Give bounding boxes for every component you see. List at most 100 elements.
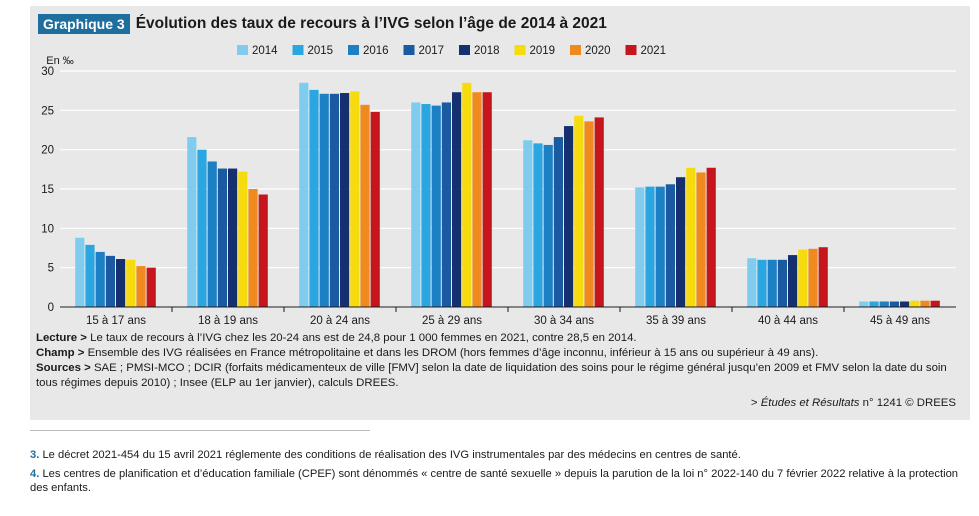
bar — [350, 91, 360, 307]
bar — [645, 186, 655, 307]
bars — [75, 82, 940, 308]
bar — [95, 251, 105, 307]
legend-label: 2016 — [363, 45, 389, 57]
legend-label: 2019 — [530, 45, 556, 57]
bar — [920, 300, 930, 307]
note-champ: Champ > Ensemble des IVG réalisées en Fr… — [36, 347, 819, 359]
bar — [564, 126, 574, 307]
bar — [788, 255, 798, 307]
bar — [930, 300, 940, 307]
bar — [635, 187, 645, 307]
x-tick-label: 20 à 24 ans — [310, 315, 370, 327]
bar — [584, 121, 594, 307]
bar — [553, 137, 563, 307]
bar — [574, 115, 584, 307]
bar — [706, 167, 716, 307]
bar — [187, 137, 197, 307]
bar — [900, 301, 910, 307]
legend: 2014 2015 2016 2017 2018 2019 2020 2021 — [237, 45, 666, 57]
y-tick-label: 20 — [41, 145, 54, 157]
y-axis-label: En ‰ — [46, 55, 74, 67]
bar — [777, 259, 787, 307]
note-lecture: Lecture > Le taux de recours à l’IVG che… — [36, 332, 637, 344]
bar — [665, 184, 675, 307]
bar — [309, 89, 319, 307]
x-tick-label: 15 à 17 ans — [86, 315, 146, 327]
bar — [319, 93, 329, 308]
legend-label: 2017 — [419, 45, 445, 57]
bar — [360, 104, 370, 308]
bar — [747, 258, 757, 307]
x-tick-label: 18 à 19 ans — [198, 315, 258, 327]
bar — [105, 255, 115, 307]
bar — [217, 168, 227, 307]
bar — [482, 92, 492, 308]
y-tick-label: 25 — [41, 105, 54, 117]
legend-swatch — [570, 45, 581, 55]
bar — [370, 111, 380, 307]
bar — [533, 143, 543, 307]
bar — [523, 140, 533, 307]
bar — [543, 144, 553, 307]
x-tick-label: 35 à 39 ans — [646, 315, 706, 327]
legend-swatch — [625, 45, 637, 55]
bar — [757, 259, 767, 307]
legend-swatch — [237, 45, 248, 55]
bar — [207, 161, 217, 307]
bar — [421, 104, 431, 307]
bar — [879, 301, 889, 307]
bar — [696, 172, 706, 307]
bar — [441, 102, 451, 307]
legend-swatch — [348, 45, 359, 55]
chart-title: Évolution des taux de recours à l’IVG se… — [135, 15, 607, 32]
bar — [258, 194, 268, 307]
figure-badge: Graphique 3 — [38, 14, 130, 34]
bar — [869, 301, 879, 307]
footnote-separator — [30, 430, 370, 431]
bar — [594, 117, 604, 307]
bar — [136, 266, 146, 307]
bar — [767, 259, 777, 307]
bar — [299, 82, 309, 307]
chart-panel: Graphique 3 Évolution des taux de recour… — [30, 6, 970, 420]
bar — [910, 300, 920, 307]
legend-label: 2020 — [585, 45, 611, 57]
chart-header: Graphique 3 Évolution des taux de recour… — [38, 14, 607, 34]
bar — [248, 189, 258, 307]
note-sources: Sources > SAE ; PMSI-MCO ; DCIR (forfait… — [36, 362, 947, 389]
bar — [228, 168, 238, 307]
legend-swatch — [459, 45, 470, 55]
legend-swatch — [514, 45, 526, 55]
bar — [329, 93, 339, 308]
bar — [472, 92, 482, 308]
bar — [340, 93, 350, 307]
footnote-3: 3. Le décret 2021-454 du 15 avril 2021 r… — [30, 449, 741, 461]
legend-label: 2018 — [474, 45, 500, 57]
legend-label: 2021 — [641, 45, 667, 57]
legend-label: 2014 — [252, 45, 278, 57]
bar — [411, 102, 421, 307]
x-axis: 15 à 17 ans 18 à 19 ans 20 à 24 ans 25 à 29… — [60, 306, 956, 327]
footnotes: 3. Le décret 2021-454 du 15 avril 2021 r… — [30, 448, 975, 500]
bar — [238, 171, 248, 307]
footnote-4: 4. Les centres de planification et d’édu… — [30, 468, 959, 494]
bar — [818, 247, 828, 307]
x-tick-label: 45 à 49 ans — [870, 315, 930, 327]
bar — [676, 177, 686, 307]
y-tick-label: 0 — [48, 302, 54, 314]
bar — [808, 248, 818, 307]
x-tick-label: 30 à 34 ans — [534, 315, 594, 327]
bar — [686, 167, 696, 307]
y-tick-label: 15 — [41, 184, 54, 196]
bar — [75, 237, 85, 307]
chart-notes: Lecture > Le taux de recours à l’IVG che… — [36, 331, 961, 391]
bar — [116, 259, 126, 307]
bar — [452, 92, 462, 308]
legend-swatch — [292, 45, 304, 55]
source-credit: > Études et Résultats n° 1241 © DREES — [750, 397, 956, 409]
y-tick-label: 5 — [48, 263, 54, 275]
x-tick-label: 25 à 29 ans — [422, 315, 482, 327]
bar — [889, 301, 899, 307]
y-tick-label: 10 — [41, 223, 54, 235]
